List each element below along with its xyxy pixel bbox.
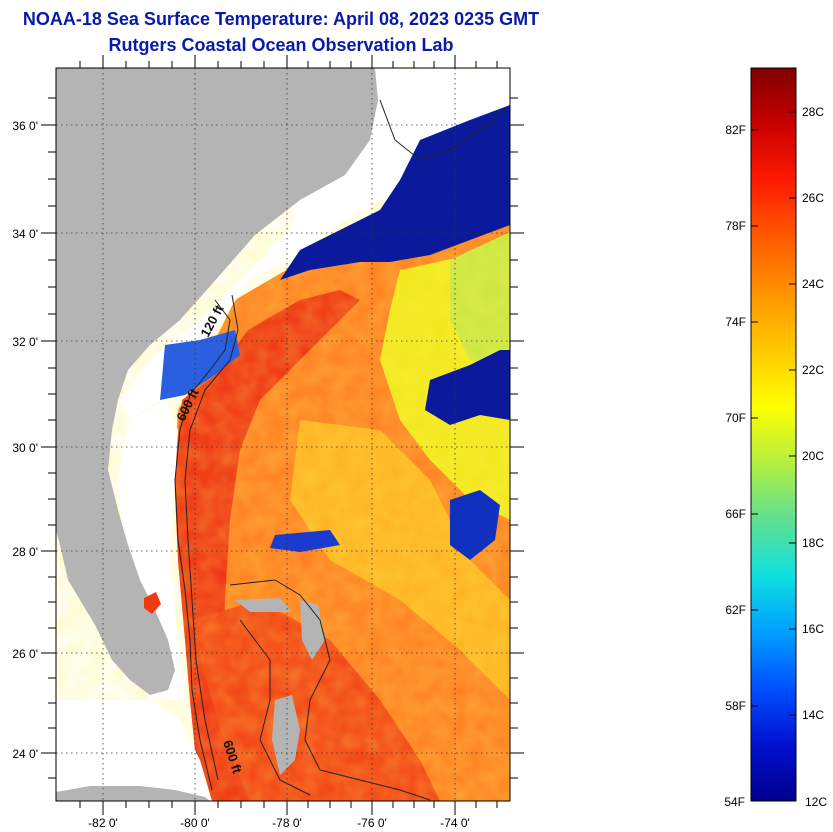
- label-16c: 16C: [802, 622, 824, 636]
- contour-carolina: [379, 99, 506, 161]
- cold-water-patch-2: [270, 530, 340, 552]
- lon-label-82: -82 0': [88, 816, 118, 830]
- label-78f: 78F: [725, 219, 746, 233]
- label-24c: 24C: [802, 277, 824, 291]
- cloud-south: [56, 700, 212, 801]
- temperature-colorbar: 82F 78F 74F 70F 66F 62F 58F 54F 28C 26C …: [724, 67, 827, 809]
- depth-contours: [174, 99, 506, 801]
- label-26c: 26C: [802, 191, 824, 205]
- label-74f: 74F: [725, 315, 746, 329]
- lat-label-26: 26 0': [12, 647, 38, 661]
- label-20c: 20C: [802, 449, 824, 463]
- latitude-labels: 36 0' 34 0' 32 0' 30 0' 28 0' 26 0' 24 0…: [12, 119, 38, 761]
- label-54f: 54F: [724, 795, 745, 809]
- axis-ticks: [41, 55, 524, 815]
- lon-label-80: -80 0': [180, 816, 210, 830]
- land-bahamas-andros: [272, 695, 300, 775]
- label-14c: 14C: [802, 708, 824, 722]
- colorbar-ticks: [751, 111, 796, 716]
- land-southeast-us: [56, 68, 378, 695]
- lat-label-28: 28 0': [12, 545, 38, 559]
- contour-bahamas: [229, 579, 431, 801]
- lat-label-24: 24 0': [12, 747, 38, 761]
- contour-120ft: [174, 299, 231, 791]
- lake-okeechobee: [144, 592, 161, 614]
- colorbar-gradient: [750, 67, 797, 802]
- label-12c: 12C: [805, 795, 827, 809]
- cold-water-patch: [450, 490, 500, 560]
- lon-label-76: -76 0': [357, 816, 387, 830]
- map-subtitle: Rutgers Coastal Ocean Observation Lab: [108, 35, 454, 55]
- sst-map: [56, 68, 510, 801]
- land-cuba-edge: [56, 786, 210, 801]
- label-58f: 58F: [725, 699, 746, 713]
- label-66f: 66F: [725, 507, 746, 521]
- cold-coast-strip: [160, 330, 240, 400]
- fahrenheit-labels: 82F 78F 74F 70F 66F 62F 58F 54F: [724, 123, 746, 809]
- label-82f: 82F: [725, 123, 746, 137]
- lat-lon-grid: [56, 68, 510, 801]
- map-frame: [55, 67, 511, 802]
- lat-label-30: 30 0': [12, 441, 38, 455]
- label-70f: 70F: [725, 411, 746, 425]
- lat-label-36: 36 0': [12, 119, 38, 133]
- longitude-labels: -82 0' -80 0' -78 0' -76 0' -74 0': [88, 816, 470, 830]
- contour-bahamas-inner: [239, 619, 311, 796]
- lon-label-74: -74 0': [440, 816, 470, 830]
- lat-label-32: 32 0': [12, 335, 38, 349]
- label-62f: 62F: [725, 603, 746, 617]
- label-18c: 18C: [802, 536, 824, 550]
- cold-water-east: [425, 350, 510, 425]
- label-22c: 22C: [802, 363, 824, 377]
- lon-label-78: -78 0': [272, 816, 302, 830]
- map-title: NOAA-18 Sea Surface Temperature: April 0…: [22, 9, 540, 29]
- lat-label-34: 34 0': [12, 227, 38, 241]
- land-bahamas-grand: [235, 598, 292, 612]
- land-bahamas-abaco: [300, 600, 325, 660]
- label-28c: 28C: [802, 105, 824, 119]
- celsius-labels: 28C 26C 24C 22C 20C 18C 16C 14C 12C: [802, 105, 827, 809]
- contour-600ft: [184, 294, 239, 781]
